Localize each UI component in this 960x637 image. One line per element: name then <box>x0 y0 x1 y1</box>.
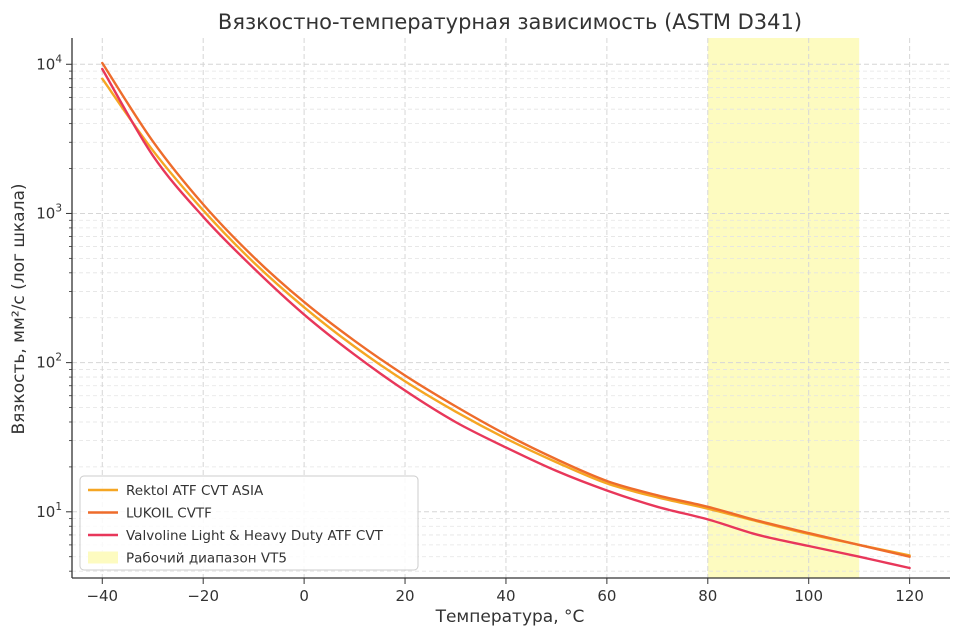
y-tick-exponent: 2 <box>55 352 62 364</box>
x-tick-label: 120 <box>895 587 924 605</box>
legend-label-2: LUKOIL CVTF <box>126 506 212 522</box>
highlight-band <box>707 38 860 578</box>
legend-label-1: Rektol ATF CVT ASIA <box>126 483 264 499</box>
y-tick-exponent: 3 <box>55 202 62 214</box>
band-layer <box>707 38 860 578</box>
legend-swatch-band <box>88 551 118 564</box>
legend-box <box>79 475 419 571</box>
x-tick-label: −20 <box>187 587 219 605</box>
x-tick-label: 100 <box>794 587 823 605</box>
y-tick-exponent: 1 <box>55 501 62 513</box>
x-tick-label: 20 <box>395 587 414 605</box>
series-line-3 <box>101 67 911 570</box>
x-axis-title: Температура, °C <box>435 607 585 627</box>
x-tick-label: −40 <box>86 587 118 605</box>
legend: Rektol ATF CVT ASIA LUKOIL CVTF Valvoline … <box>79 475 419 571</box>
legend-label-band: Рабочий диапазон VT5 <box>126 551 287 567</box>
x-tick-label: 0 <box>299 587 309 605</box>
series-line-2 <box>101 61 911 558</box>
y-axis-title: Вязкость, мм²/с (лог шкала) <box>9 183 29 434</box>
chart-title: Вязкостно-температурная зависимость (AST… <box>218 10 802 34</box>
x-tick-label: 40 <box>496 587 515 605</box>
y-tick-exponent: 4 <box>55 53 62 65</box>
x-tick-label: 60 <box>597 587 616 605</box>
series-layer <box>101 61 911 570</box>
x-tick-label: 80 <box>698 587 717 605</box>
legend-label-3: Valvoline Light & Heavy Duty ATF CVT <box>126 528 384 544</box>
